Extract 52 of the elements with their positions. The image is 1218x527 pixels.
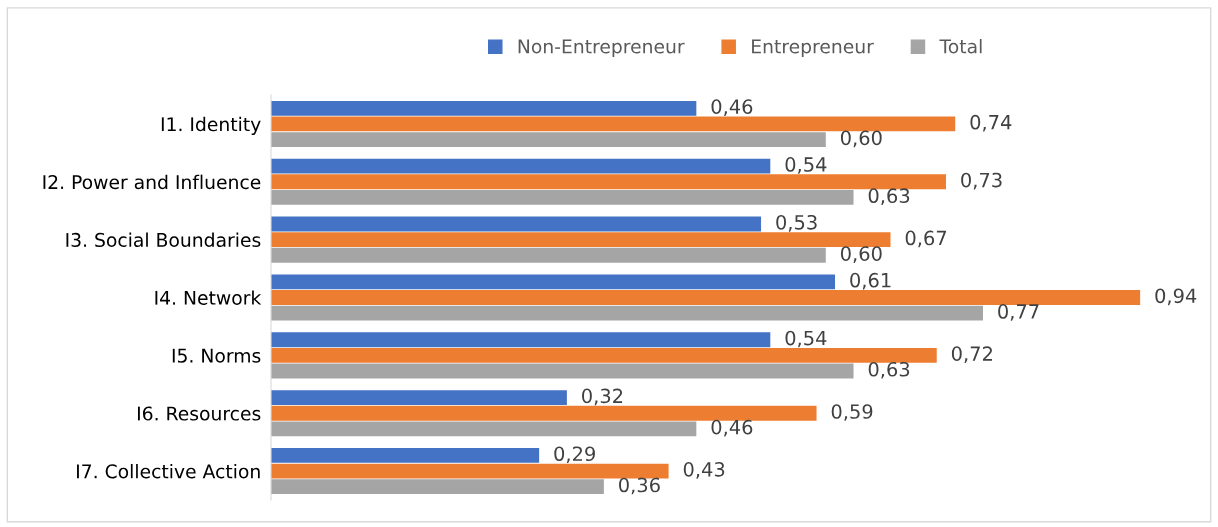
y-tick-label: I2. Power and Influence bbox=[43, 174, 261, 190]
data-label: 0,53 bbox=[776, 214, 817, 232]
legend-label: Entrepreneur bbox=[752, 39, 874, 58]
y-tick-label: I4. Network bbox=[155, 290, 262, 305]
data-label: 0,67 bbox=[905, 230, 947, 248]
data-label: 0,63 bbox=[868, 188, 910, 206]
bar bbox=[271, 100, 697, 116]
bar bbox=[271, 332, 771, 348]
data-label: 0,74 bbox=[970, 114, 1012, 132]
bar bbox=[271, 232, 891, 248]
bar bbox=[271, 463, 669, 479]
data-label: 0,61 bbox=[850, 272, 891, 290]
data-label: 0,59 bbox=[831, 404, 873, 421]
data-label: 0,94 bbox=[1155, 288, 1197, 306]
data-label: 0,73 bbox=[961, 172, 1002, 190]
bar bbox=[271, 116, 956, 132]
bar bbox=[271, 405, 817, 421]
bar bbox=[271, 448, 540, 463]
bar bbox=[271, 390, 567, 406]
data-label: 0,54 bbox=[785, 157, 827, 174]
bar bbox=[271, 479, 604, 495]
bar bbox=[271, 363, 854, 379]
data-label: 0,29 bbox=[554, 446, 595, 464]
bar bbox=[271, 216, 762, 232]
data-label: 0,63 bbox=[868, 361, 910, 379]
legend-label: Non-Entrepreneur bbox=[518, 39, 685, 58]
y-tick-label: I1. Identity bbox=[161, 116, 261, 135]
legend-label: Total bbox=[939, 38, 982, 54]
y-tick-label: I6. Resources bbox=[137, 406, 261, 421]
bar bbox=[271, 174, 946, 190]
data-label: 0,60 bbox=[840, 246, 882, 263]
y-tick-label: I3. Social Boundaries bbox=[66, 232, 261, 248]
bar bbox=[271, 290, 1141, 305]
data-label: 0,43 bbox=[683, 462, 725, 479]
data-label: 0,36 bbox=[619, 477, 660, 495]
bar bbox=[271, 421, 697, 437]
y-tick-label: I7. Collective Action bbox=[77, 463, 260, 479]
bar bbox=[271, 247, 826, 263]
data-label: 0,32 bbox=[582, 388, 623, 406]
bar bbox=[271, 274, 836, 290]
bar bbox=[271, 305, 983, 321]
data-label: 0,77 bbox=[998, 304, 1039, 321]
data-label: 0,46 bbox=[711, 419, 753, 437]
bar bbox=[271, 158, 771, 174]
bar bbox=[271, 189, 854, 205]
data-label: 0,72 bbox=[951, 346, 992, 363]
y-tick-label: I5. Norms bbox=[172, 348, 261, 363]
bar bbox=[271, 347, 937, 363]
data-label: 0,54 bbox=[785, 330, 827, 348]
data-label: 0,46 bbox=[711, 99, 753, 116]
bar bbox=[271, 132, 826, 147]
data-label: 0,60 bbox=[840, 130, 882, 148]
